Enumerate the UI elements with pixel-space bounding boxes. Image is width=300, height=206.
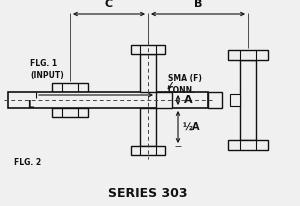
- Bar: [230, 94, 240, 106]
- Bar: [8, 92, 208, 108]
- Text: SERIES 303: SERIES 303: [108, 187, 188, 200]
- Bar: [52, 108, 88, 117]
- Bar: [131, 146, 165, 155]
- Text: FLG. 1
(INPUT): FLG. 1 (INPUT): [30, 59, 64, 80]
- Bar: [208, 92, 222, 108]
- Circle shape: [159, 102, 162, 105]
- Bar: [240, 60, 256, 140]
- Text: FLG. 2: FLG. 2: [14, 158, 41, 167]
- Bar: [156, 92, 172, 108]
- Bar: [140, 54, 156, 92]
- Circle shape: [166, 102, 169, 105]
- Circle shape: [159, 95, 162, 98]
- Text: A: A: [184, 95, 193, 105]
- Bar: [140, 108, 156, 146]
- Text: SMA (F)
CONN.: SMA (F) CONN.: [168, 74, 202, 95]
- Text: ½A: ½A: [183, 122, 200, 132]
- Text: C: C: [105, 0, 113, 9]
- Bar: [52, 83, 88, 92]
- Text: L: L: [27, 100, 33, 110]
- Bar: [228, 140, 268, 150]
- Bar: [228, 50, 268, 60]
- Bar: [131, 45, 165, 54]
- Text: B: B: [194, 0, 202, 9]
- Circle shape: [166, 95, 169, 98]
